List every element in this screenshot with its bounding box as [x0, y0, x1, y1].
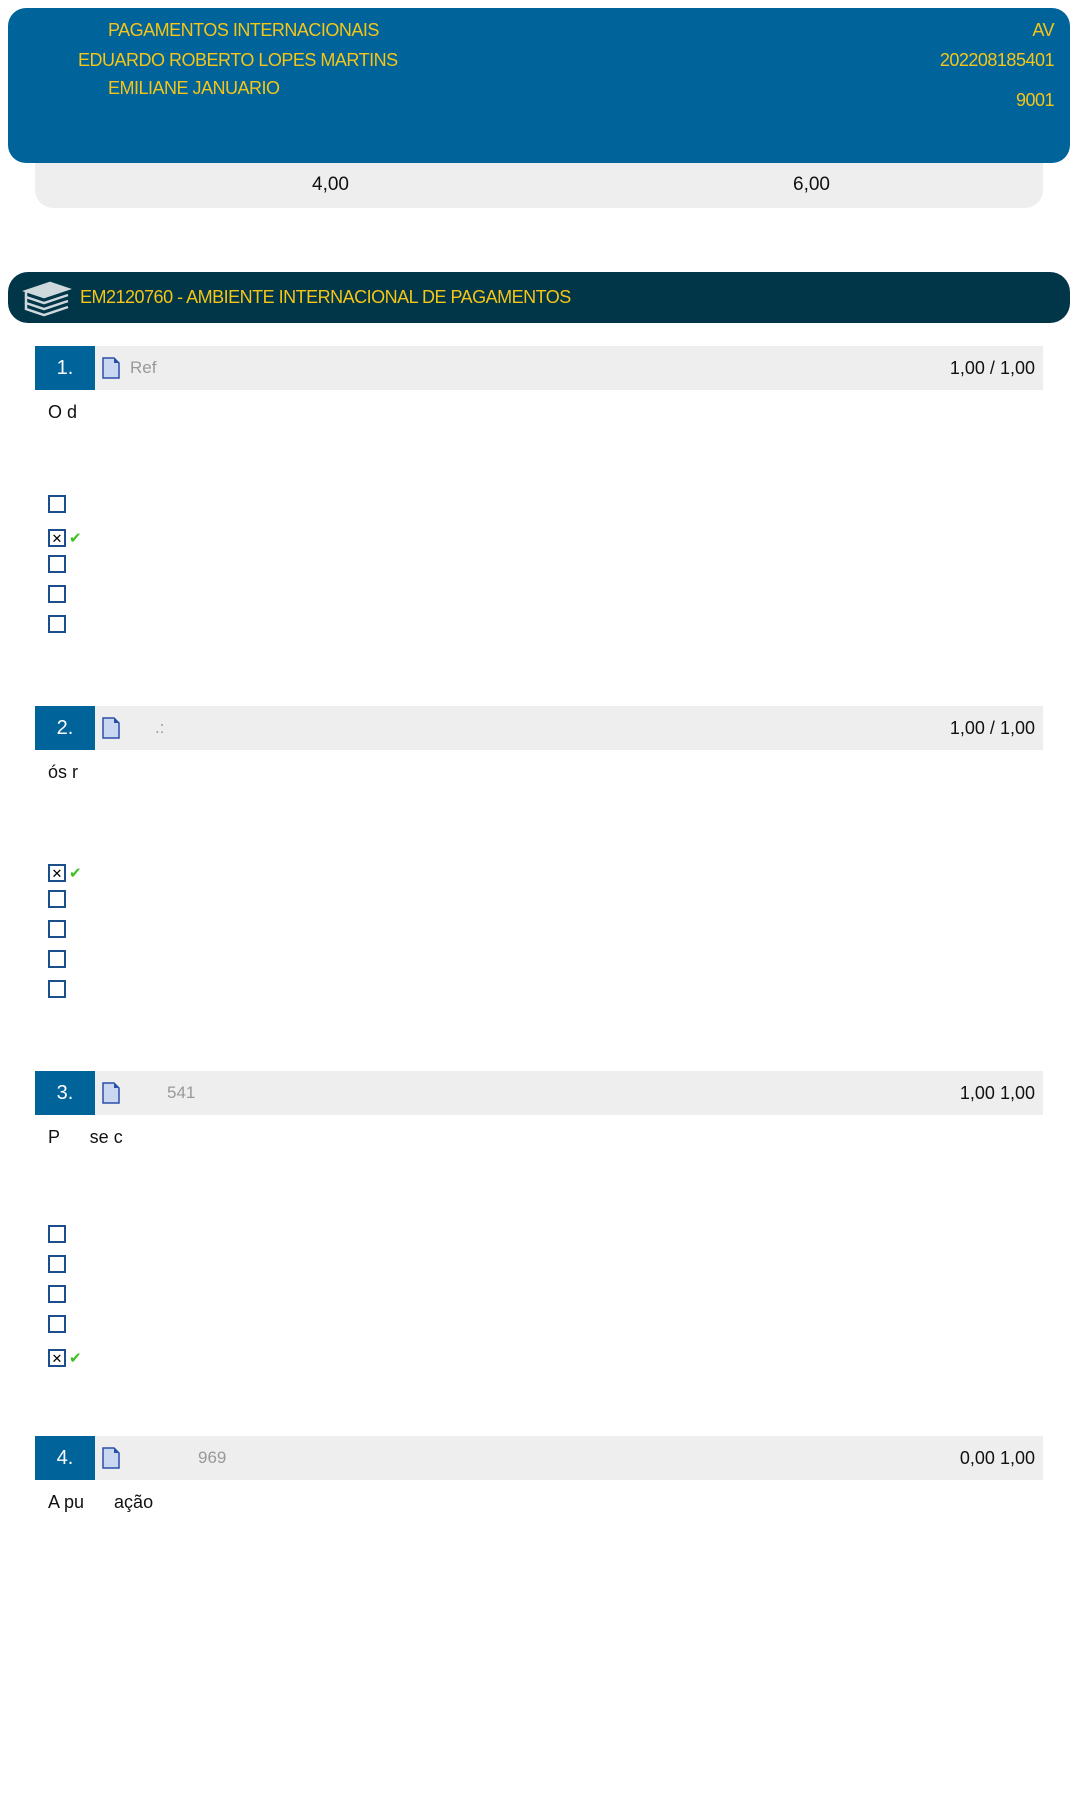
- correct-check-icon: ✔: [69, 1350, 82, 1367]
- answer-option[interactable]: [48, 980, 66, 998]
- checkbox[interactable]: [48, 615, 66, 633]
- checkbox[interactable]: [48, 495, 66, 513]
- course-bar: EM2120760 - AMBIENTE INTERNACIONAL DE PA…: [8, 272, 1070, 323]
- question-header: 2. .: 1,00 / 1,00: [35, 706, 1043, 750]
- answer-option[interactable]: [48, 1255, 66, 1273]
- score-value: 0,00: [959, 1448, 995, 1468]
- score-value: 1,00: [949, 358, 985, 378]
- correct-check-icon: ✔: [69, 865, 82, 882]
- checkbox[interactable]: [48, 950, 66, 968]
- question-score: 1,00 / 1,00: [950, 718, 1035, 739]
- question-text: P se c: [48, 1127, 123, 1147]
- question-ref: 541: [167, 1083, 196, 1102]
- checkbox[interactable]: [48, 555, 66, 573]
- score-left: 4,00: [312, 174, 349, 195]
- score-value: 1,00: [959, 1083, 995, 1103]
- answer-option[interactable]: [48, 495, 66, 513]
- checked-checkbox[interactable]: ✕: [48, 1349, 66, 1367]
- question: 1. Ref 1,00 / 1,00 O d ✕ ✔: [35, 346, 1043, 706]
- answer-option[interactable]: [48, 890, 66, 908]
- question-number: 3.: [35, 1071, 95, 1115]
- books-icon: [22, 281, 72, 316]
- checked-checkbox[interactable]: ✕: [48, 864, 66, 882]
- checkbox[interactable]: [48, 980, 66, 998]
- question-number: 1.: [35, 346, 95, 390]
- answer-option[interactable]: [48, 920, 66, 938]
- question-text: ós r: [48, 762, 79, 782]
- checkbox[interactable]: [48, 920, 66, 938]
- exam-type: AV: [1032, 20, 1054, 40]
- question: 2. .: 1,00 / 1,00 ós r ✕ ✔: [35, 706, 1043, 1066]
- answer-option[interactable]: ✕ ✔: [48, 529, 82, 547]
- question-ref: .:: [155, 718, 165, 737]
- score-max: 1,00: [999, 1083, 1035, 1103]
- checkbox[interactable]: [48, 1315, 66, 1333]
- question-number: 4.: [35, 1436, 95, 1480]
- checkbox[interactable]: [48, 1225, 66, 1243]
- question-score: 1,00 1,00: [960, 1083, 1035, 1104]
- course-title: EM2120760 - AMBIENTE INTERNACIONAL DE PA…: [80, 287, 571, 307]
- question-header: 3. 541 1,00 1,00: [35, 1071, 1043, 1115]
- student-name: EDUARDO ROBERTO LOPES MARTINS: [78, 50, 398, 70]
- question-text: O d: [48, 402, 78, 422]
- answer-option[interactable]: [48, 615, 66, 633]
- question-number: 2.: [35, 706, 95, 750]
- teacher-name: EMILIANE JANUARIO: [108, 78, 280, 98]
- answer-option[interactable]: [48, 1285, 66, 1303]
- score-max: 1,00: [999, 1448, 1035, 1468]
- question-header: 4. 969 0,00 1,00: [35, 1436, 1043, 1480]
- answer-option[interactable]: [48, 555, 66, 573]
- question-ref: 969: [198, 1448, 227, 1467]
- answer-option[interactable]: [48, 1315, 66, 1333]
- checkbox[interactable]: [48, 585, 66, 603]
- answer-option[interactable]: [48, 1225, 66, 1243]
- question: 3. 541 1,00 1,00 P se c ✕ ✔: [35, 1071, 1043, 1431]
- checkbox[interactable]: [48, 1285, 66, 1303]
- checkbox[interactable]: [48, 1255, 66, 1273]
- document-icon[interactable]: [102, 1447, 120, 1469]
- question-header: 1. Ref 1,00 / 1,00: [35, 346, 1043, 390]
- question: 4. 969 0,00 1,00 A pu ação: [35, 1436, 1043, 1796]
- answer-option[interactable]: [48, 950, 66, 968]
- class-code: 9001: [1015, 90, 1055, 110]
- exam-header: PAGAMENTOS INTERNACIONAIS EDUARDO ROBERT…: [8, 8, 1070, 163]
- score-separator: /: [989, 358, 995, 378]
- checkbox[interactable]: [48, 890, 66, 908]
- score-max: 1,00: [999, 358, 1035, 378]
- document-icon[interactable]: [102, 357, 120, 379]
- course-name: PAGAMENTOS INTERNACIONAIS: [108, 20, 379, 40]
- score-value: 1,00: [949, 718, 985, 738]
- question-score: 1,00 / 1,00: [950, 358, 1035, 379]
- answer-option[interactable]: ✕ ✔: [48, 864, 82, 882]
- correct-check-icon: ✔: [69, 530, 82, 547]
- answer-option[interactable]: [48, 585, 66, 603]
- document-icon[interactable]: [102, 1082, 120, 1104]
- checked-checkbox[interactable]: ✕: [48, 529, 66, 547]
- question-text: A pu ação: [48, 1492, 154, 1512]
- registration: 202208185401: [939, 50, 1055, 70]
- question-score: 0,00 1,00: [960, 1448, 1035, 1469]
- score-right: 6,00: [793, 174, 830, 195]
- document-icon[interactable]: [102, 717, 120, 739]
- answer-option[interactable]: ✕ ✔: [48, 1349, 82, 1367]
- score-max: 1,00: [999, 718, 1035, 738]
- question-ref: Ref: [130, 358, 157, 377]
- score-separator: /: [989, 718, 995, 738]
